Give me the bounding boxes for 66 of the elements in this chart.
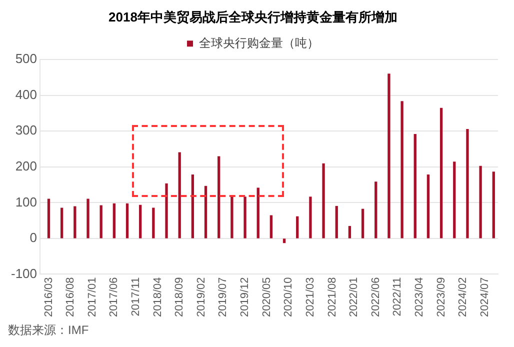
chart-title: 2018年中美贸易战后全球央行增持黄金量有所增加 — [108, 9, 398, 24]
x-tick-label: 2019/12 — [239, 277, 252, 318]
bar — [361, 208, 364, 238]
bar — [191, 174, 194, 238]
x-tick-label: 2022/06 — [370, 277, 382, 318]
bar — [165, 183, 168, 238]
x-tick-label: 2021/03 — [304, 277, 316, 318]
bar — [400, 101, 404, 238]
bar — [218, 156, 220, 238]
x-tick-label: 2022/11 — [392, 277, 404, 316]
bar — [230, 196, 234, 238]
x-tick-label: 2020/10 — [282, 277, 295, 318]
bar — [47, 198, 50, 238]
bar — [466, 129, 469, 238]
x-tick-label: 2023/09 — [435, 277, 448, 318]
x-tick-label: 2024/02 — [457, 277, 470, 318]
x-tick-label: 2019/02 — [195, 277, 208, 318]
bar — [426, 174, 430, 238]
x-tick-label: 2019/07 — [217, 277, 230, 318]
x-tick-label: 2018/09 — [174, 277, 186, 318]
bar — [152, 208, 155, 238]
bar — [374, 182, 378, 238]
y-tick-label: 400 — [15, 86, 38, 102]
x-tick-label: 2016/08 — [64, 277, 77, 318]
bar — [204, 186, 208, 238]
x-tick-label: 2021/08 — [326, 277, 338, 318]
bar — [440, 108, 443, 238]
x-tick-label: 2024/07 — [478, 277, 491, 318]
bar — [414, 134, 416, 238]
bar — [178, 152, 181, 238]
bar — [256, 188, 260, 238]
x-tick-label: 2018/04 — [152, 277, 164, 318]
bar — [388, 74, 390, 238]
bar — [492, 172, 495, 238]
bar — [74, 206, 76, 238]
legend-label: 全球央行购金量（吨） — [199, 36, 319, 50]
bar — [322, 163, 325, 238]
x-tick-label: 2016/03 — [42, 277, 55, 318]
bar — [453, 162, 456, 238]
y-tick-label: 300 — [15, 122, 38, 138]
x-tick-label: 2022/01 — [348, 277, 360, 318]
bar — [100, 205, 102, 238]
x-tick-label: 2017/01 — [86, 277, 98, 318]
x-tick-label: 2017/06 — [108, 277, 120, 318]
bar — [126, 203, 129, 238]
y-tick-label: 500 — [15, 51, 38, 66]
bar — [282, 238, 286, 244]
bar — [270, 215, 273, 238]
bar — [139, 204, 142, 238]
bar — [296, 216, 299, 238]
source-note: 数据来源：IMF — [8, 322, 90, 339]
y-tick-label: 100 — [15, 194, 38, 210]
y-tick-label: 200 — [15, 158, 38, 174]
bar — [335, 206, 338, 238]
x-tick-label: 2017/11 — [130, 277, 142, 316]
bar — [112, 203, 116, 238]
y-tick-label: 0 — [30, 230, 38, 246]
y-tick-label: -100 — [10, 266, 38, 281]
bar — [244, 196, 246, 238]
bar — [348, 226, 352, 238]
x-tick-label: 2023/04 — [414, 277, 426, 318]
bar — [479, 166, 482, 238]
bar — [86, 198, 90, 238]
bar — [60, 208, 64, 238]
x-tick-label: 2020/05 — [260, 277, 273, 318]
bar — [309, 196, 312, 238]
